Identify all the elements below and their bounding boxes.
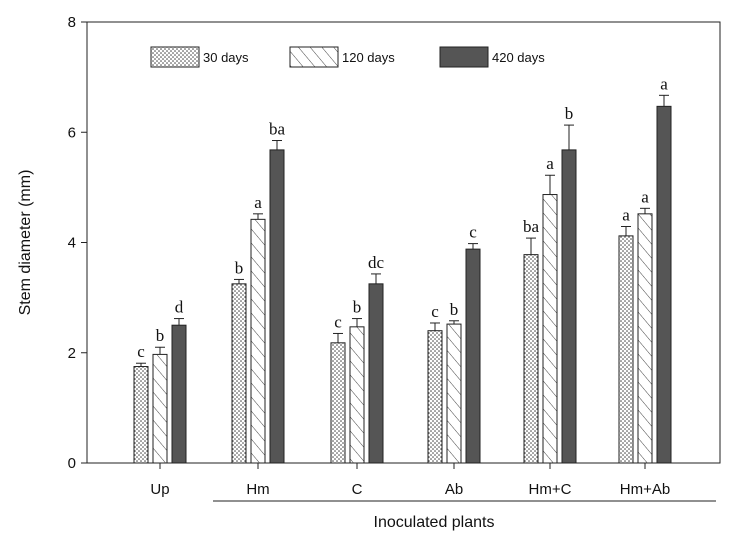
x-category-label: C xyxy=(352,481,363,498)
significance-letter: a xyxy=(660,74,668,93)
legend-swatch xyxy=(289,46,339,68)
bar xyxy=(446,323,462,464)
y-tick-label: 0 xyxy=(68,455,76,472)
bar xyxy=(152,353,168,464)
significance-letter: a xyxy=(622,206,630,225)
bar xyxy=(618,235,634,464)
significance-letter: ba xyxy=(269,120,286,139)
bar xyxy=(250,218,266,464)
y-axis-label: Stem diameter (mm) xyxy=(17,170,34,316)
bar xyxy=(133,366,149,464)
y-tick-label: 6 xyxy=(68,124,76,141)
x-category-label: Hm+Ab xyxy=(620,481,670,498)
legend-label: 30 days xyxy=(203,50,249,65)
significance-letter: d xyxy=(175,298,184,317)
significance-letter: dc xyxy=(368,253,385,272)
significance-letter: c xyxy=(334,312,342,331)
legend-label: 420 days xyxy=(492,50,545,65)
bar xyxy=(656,105,672,464)
x-category-label: Ab xyxy=(445,481,463,498)
x-category-label: Hm xyxy=(246,481,269,498)
bar xyxy=(171,324,187,464)
legend-swatch xyxy=(439,46,489,68)
bar xyxy=(231,283,247,464)
x-category-label: Up xyxy=(150,481,169,498)
x-category-label: Hm+C xyxy=(529,481,572,498)
legend-swatch xyxy=(150,46,200,68)
significance-letter: ba xyxy=(523,217,540,236)
significance-letter: b xyxy=(156,326,165,345)
significance-letter: b xyxy=(235,258,244,277)
significance-letter: c xyxy=(137,342,145,361)
bar xyxy=(349,326,365,464)
bar xyxy=(330,342,346,464)
y-tick-label: 2 xyxy=(68,345,76,362)
bar xyxy=(542,194,558,464)
legend-label: 120 days xyxy=(342,50,395,65)
bar xyxy=(465,248,481,464)
axes: 0 2 4 6 8 xyxy=(68,14,721,502)
bar xyxy=(561,149,577,464)
y-tick-label: 8 xyxy=(68,14,76,31)
significance-letter: c xyxy=(431,302,439,321)
bars-layer xyxy=(133,94,672,464)
bar xyxy=(269,149,285,464)
group-label: Inoculated plants xyxy=(374,514,495,531)
y-tick-label: 4 xyxy=(68,235,76,252)
bar xyxy=(427,330,443,464)
significance-letter: a xyxy=(641,187,649,206)
significance-letter: b xyxy=(353,298,362,317)
bar xyxy=(523,254,539,464)
bar xyxy=(637,213,653,464)
significance-letter: b xyxy=(565,104,574,123)
significance-letter: a xyxy=(546,154,554,173)
significance-letter: b xyxy=(450,300,459,319)
bar xyxy=(368,283,384,464)
significance-letter: c xyxy=(469,223,477,242)
significance-letter: a xyxy=(254,193,262,212)
legend: 30 days 120 days 420 days xyxy=(150,46,545,68)
